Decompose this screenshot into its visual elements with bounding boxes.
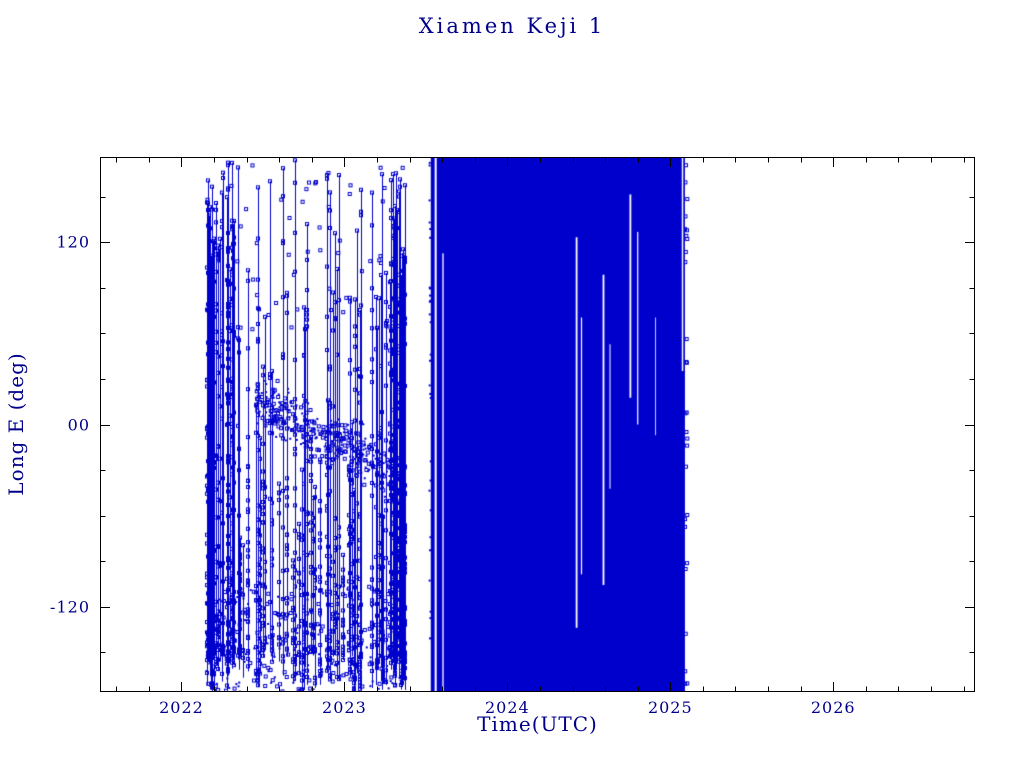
x-axis-label: Time(UTC) [477, 712, 598, 736]
y-tick-label: 00 [67, 415, 90, 434]
x-tick-label: 2024 [484, 698, 530, 717]
x-tick-label: 2023 [322, 698, 367, 717]
y-tick-label: 120 [56, 232, 90, 252]
plot-data-canvas [100, 157, 975, 692]
y-tick-label: -120 [50, 597, 90, 617]
x-tick-label: 2022 [159, 698, 204, 717]
x-tick-label: 2025 [647, 698, 693, 717]
x-tick-label: 2026 [810, 698, 856, 717]
chart-title: Xiamen Keji 1 [418, 14, 606, 38]
plot-area [100, 157, 975, 692]
